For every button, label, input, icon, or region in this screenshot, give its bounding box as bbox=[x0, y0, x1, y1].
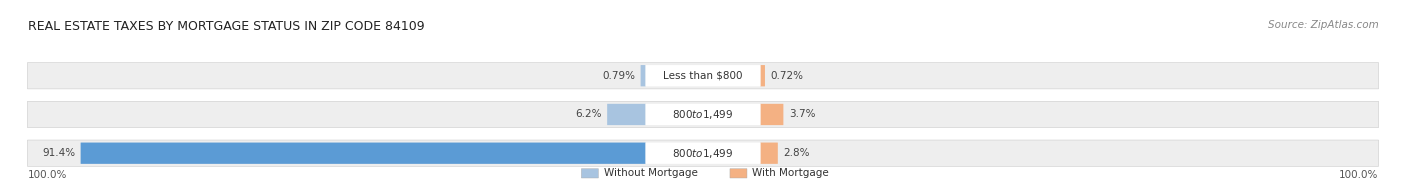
FancyBboxPatch shape bbox=[27, 101, 1379, 128]
FancyBboxPatch shape bbox=[761, 142, 778, 164]
FancyBboxPatch shape bbox=[761, 65, 765, 86]
Text: 3.7%: 3.7% bbox=[789, 109, 815, 120]
Text: REAL ESTATE TAXES BY MORTGAGE STATUS IN ZIP CODE 84109: REAL ESTATE TAXES BY MORTGAGE STATUS IN … bbox=[28, 20, 425, 33]
Text: 91.4%: 91.4% bbox=[42, 148, 76, 158]
FancyBboxPatch shape bbox=[645, 142, 761, 164]
Text: Less than $800: Less than $800 bbox=[664, 71, 742, 81]
Text: 6.2%: 6.2% bbox=[575, 109, 602, 120]
FancyBboxPatch shape bbox=[730, 169, 747, 178]
Text: Without Mortgage: Without Mortgage bbox=[603, 168, 697, 178]
FancyBboxPatch shape bbox=[607, 104, 645, 125]
Text: 0.79%: 0.79% bbox=[602, 71, 636, 81]
Text: 0.72%: 0.72% bbox=[770, 71, 803, 81]
FancyBboxPatch shape bbox=[27, 140, 1379, 166]
Text: Source: ZipAtlas.com: Source: ZipAtlas.com bbox=[1268, 20, 1378, 30]
Text: $800 to $1,499: $800 to $1,499 bbox=[672, 108, 734, 121]
Text: $800 to $1,499: $800 to $1,499 bbox=[672, 147, 734, 160]
Text: With Mortgage: With Mortgage bbox=[752, 168, 830, 178]
FancyBboxPatch shape bbox=[80, 142, 645, 164]
FancyBboxPatch shape bbox=[645, 65, 761, 86]
FancyBboxPatch shape bbox=[27, 63, 1379, 89]
Text: 100.0%: 100.0% bbox=[28, 170, 67, 180]
FancyBboxPatch shape bbox=[641, 65, 645, 86]
Text: 100.0%: 100.0% bbox=[1339, 170, 1378, 180]
Text: 2.8%: 2.8% bbox=[783, 148, 810, 158]
FancyBboxPatch shape bbox=[645, 104, 761, 125]
FancyBboxPatch shape bbox=[581, 169, 599, 178]
FancyBboxPatch shape bbox=[761, 104, 783, 125]
